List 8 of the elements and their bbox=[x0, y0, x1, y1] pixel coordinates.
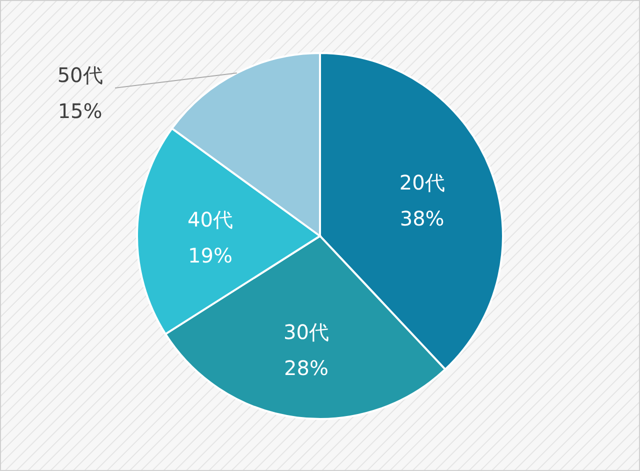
slice-label: 30代 bbox=[284, 320, 329, 344]
data-label: 28% bbox=[284, 356, 328, 380]
data-label: 19% bbox=[188, 244, 232, 268]
slice-label: 20代 bbox=[399, 170, 445, 195]
data-label: 15% bbox=[58, 98, 102, 123]
slice-label: 40代 bbox=[188, 208, 233, 232]
slice-label: 50代 bbox=[57, 62, 103, 87]
data-label: 38% bbox=[400, 206, 444, 231]
